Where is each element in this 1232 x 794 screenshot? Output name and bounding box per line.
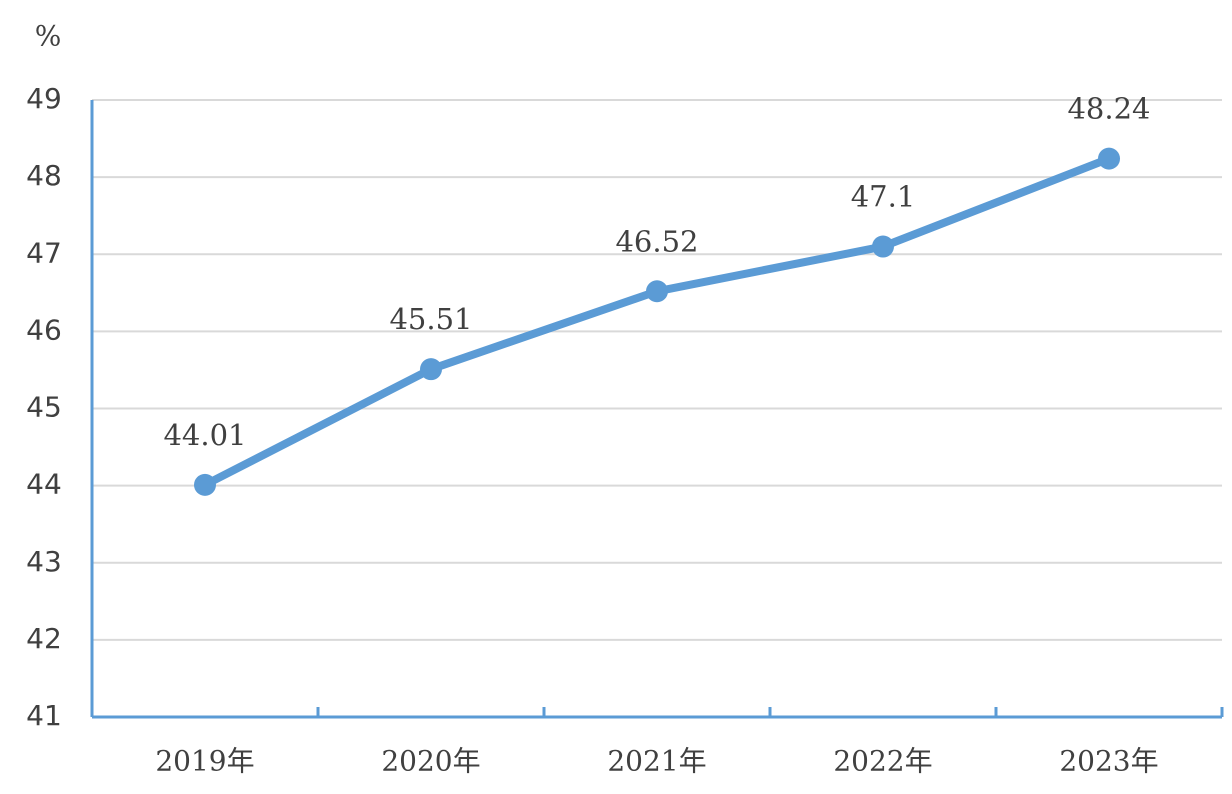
x-tick-label: 2020年 — [381, 745, 480, 778]
y-tick-label: 48 — [26, 159, 62, 192]
data-label: 47.1 — [851, 180, 916, 214]
data-label: 45.51 — [389, 302, 472, 336]
y-tick-label: 43 — [26, 545, 62, 578]
data-label: 44.01 — [163, 418, 246, 452]
data-line — [201, 154, 1113, 489]
data-point — [872, 235, 894, 258]
data-label: 46.52 — [615, 224, 698, 258]
y-tick-label: 47 — [26, 236, 62, 269]
y-tick-label: 42 — [26, 622, 62, 655]
y-tick-label: 49 — [26, 82, 62, 115]
x-tick-label: 2023年 — [1059, 745, 1158, 778]
x-tick-label: 2021年 — [607, 745, 706, 778]
y-tick-label: 44 — [26, 468, 62, 501]
x-tick-label: 2019年 — [155, 745, 254, 778]
data-point — [1098, 147, 1120, 170]
y-tick-label: 41 — [26, 699, 62, 732]
data-label: 48.24 — [1067, 92, 1150, 126]
marks — [194, 147, 1120, 496]
data-point — [420, 358, 442, 381]
y-tick-label: 46 — [26, 313, 62, 346]
grid — [92, 99, 1222, 718]
x-tick-label: 2022年 — [833, 745, 932, 778]
y-tick-label: 45 — [26, 391, 62, 424]
data-point — [646, 280, 668, 303]
y-axis-unit: % — [35, 20, 62, 53]
data-point — [194, 473, 216, 496]
